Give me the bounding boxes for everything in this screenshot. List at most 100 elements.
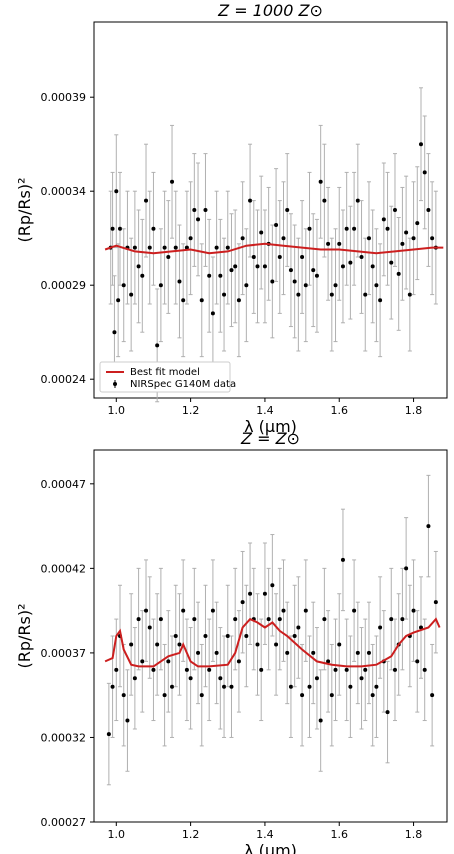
data-point [392,667,397,672]
data-point [348,684,353,689]
data-point [374,283,379,288]
legend-label-model: Best fit model [130,367,200,378]
data-point [404,566,409,571]
data-point [415,659,420,664]
data-point [363,667,368,672]
data-point [244,283,249,288]
data-point [106,732,111,737]
data-point [359,255,364,259]
data-point [225,245,230,250]
data-point [248,591,253,596]
data-point [240,600,245,605]
data-point [296,625,301,630]
data-point [116,298,121,303]
data-point [181,608,186,613]
data-point [322,198,327,203]
data-point [140,273,145,278]
data-point [262,264,267,269]
data-point [196,217,201,222]
data-point [251,255,256,259]
data-point [288,684,293,689]
data-point [210,311,215,316]
data-point [333,667,338,672]
data-point [132,676,137,681]
data-point [255,264,260,269]
data-point [236,659,241,664]
data-point [314,676,319,681]
chart-title: Z = 1000 Z⊙ [217,1,323,20]
data-point [214,245,219,250]
data-point [218,676,223,681]
data-point [292,279,297,284]
data-point [411,608,416,613]
data-point [196,650,201,655]
data-point [240,236,245,241]
data-point [110,684,115,689]
data-point [125,718,130,723]
data-point [173,245,178,250]
data-point [307,684,312,689]
data-point [274,223,279,228]
data-point [158,283,163,288]
data-point [303,283,308,288]
data-point [404,230,409,235]
y-tick-label: 0.00039 [41,91,87,104]
data-point [337,241,342,246]
data-point [426,208,431,212]
data-point [430,693,435,698]
data-point [203,634,208,638]
data-point [222,684,227,689]
data-point [244,634,249,638]
data-point [277,255,282,259]
data-point [281,236,286,241]
data-point [411,236,416,241]
data-point [188,676,193,681]
data-point [433,600,438,605]
data-point [337,642,342,647]
data-point [158,617,163,622]
data-point [318,718,323,723]
legend-label-data: NIRSpec G140M data [130,379,236,390]
data-point [292,634,297,638]
y-tick-label: 0.00032 [41,731,87,744]
y-tick-label: 0.00037 [41,647,87,660]
data-point [262,591,267,596]
data-point [270,583,275,588]
data-point [426,524,431,529]
data-point [255,642,260,647]
data-point [132,245,137,250]
data-point [214,650,219,655]
data-point [389,260,394,265]
data-point [400,241,405,246]
data-point [210,608,215,613]
data-point [352,608,357,613]
data-point [233,264,238,269]
data-point [151,226,156,231]
data-point [114,667,119,672]
data-point [229,268,234,273]
data-point [422,667,427,672]
data-point [355,198,360,203]
data-point [236,298,241,303]
data-point [114,189,119,194]
data-point [281,608,286,613]
data-point [155,642,160,647]
data-point [277,617,282,622]
plot-frame [93,21,448,399]
data-point [192,208,197,212]
data-point [430,236,435,241]
data-point [326,659,331,664]
data-point [288,268,293,273]
data-point [155,343,160,348]
data-point [207,273,212,278]
data-point [303,608,308,613]
data-point [121,693,126,698]
x-axis-label: λ (μm) [244,417,297,436]
data-point [381,217,386,222]
chart-1: Z = 1000 Z⊙ 1.0 1.2 1.4 1.6 1.8 0.00024 0.00029… [15,1,448,436]
data-point [300,255,305,259]
model-line [104,617,441,668]
data-point [389,617,394,622]
